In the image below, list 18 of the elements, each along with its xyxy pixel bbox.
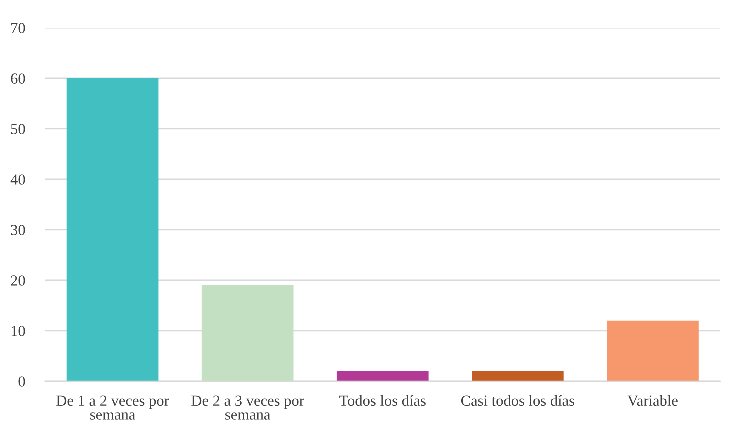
x-tick-label: Casi todos los días bbox=[461, 395, 574, 406]
x-tick-label: De 1 a 2 veces por semana bbox=[56, 396, 170, 420]
y-tick-label: 70 bbox=[12, 23, 26, 34]
bar bbox=[336, 371, 429, 382]
bar bbox=[66, 78, 159, 382]
y-tick-label: 30 bbox=[11, 225, 26, 236]
x-tick-label: De 2 a 3 veces por semana bbox=[192, 396, 304, 420]
bar bbox=[607, 320, 699, 382]
bar bbox=[202, 286, 294, 382]
x-tick-label: Variable bbox=[628, 395, 678, 406]
x-tick-label: Todos los días bbox=[340, 395, 426, 406]
y-tick-label: 20 bbox=[11, 276, 26, 286]
y-tick-label: 40 bbox=[10, 174, 26, 185]
y-tick-label: 50 bbox=[11, 124, 26, 134]
y-tick-label: 10 bbox=[12, 326, 26, 336]
y-tick-label: 0 bbox=[18, 376, 26, 387]
y-tick-label: 60 bbox=[11, 74, 26, 84]
bar bbox=[472, 371, 564, 382]
